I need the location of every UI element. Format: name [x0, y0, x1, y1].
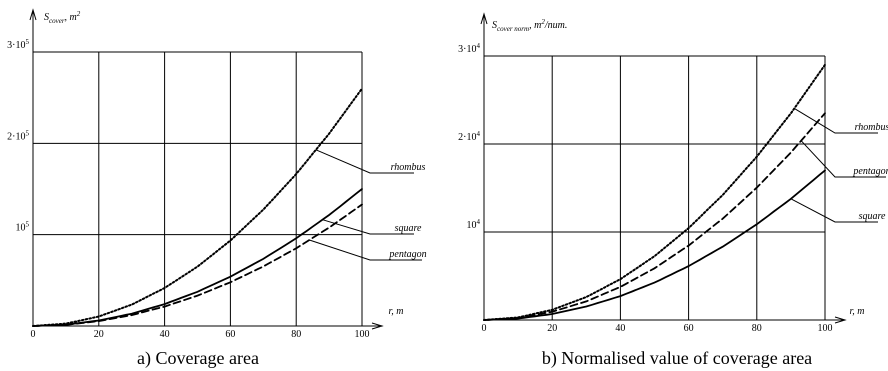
- y-tick-label: 105: [16, 221, 30, 234]
- y-axis-arrow: [29, 8, 37, 21]
- y-axis-arrow: [480, 12, 488, 25]
- series-line-pentagon: [483, 112, 826, 321]
- chart-caption: a) Coverage area: [137, 348, 259, 369]
- series-label-rhombus: rhombus: [855, 122, 888, 133]
- leader-line-pentagon: [309, 239, 422, 261]
- y-axis-label: Scover, m2: [44, 10, 81, 25]
- x-tick-label: 20: [547, 323, 557, 334]
- series-line-square: [32, 188, 363, 327]
- x-axis-arrow: [371, 322, 384, 330]
- x-axis-label: r, m: [388, 306, 403, 317]
- series-label-rhombus: rhombus: [391, 162, 426, 173]
- series-label-pentagon: pentagon: [388, 249, 426, 260]
- leader-line-square: [790, 198, 878, 223]
- x-tick-label: 80: [291, 329, 301, 340]
- series-label-square: square: [859, 211, 886, 222]
- chart-caption: b) Normalised value of coverage area: [542, 348, 812, 369]
- x-axis-arrow: [834, 316, 847, 324]
- y-tick-label: 3·104: [458, 42, 480, 55]
- x-tick-label: 100: [818, 323, 833, 334]
- leader-line-rhombus: [315, 149, 414, 174]
- x-tick-label: 100: [355, 329, 370, 340]
- x-tick-label: 60: [225, 329, 235, 340]
- series-line-pentagon: [32, 203, 363, 327]
- y-tick-label: 2·105: [7, 129, 29, 142]
- leader-line-square: [322, 219, 414, 235]
- x-tick-label: 80: [752, 323, 762, 334]
- y-axis-label: Scover norm, m2/num.: [492, 18, 567, 33]
- leader-line-rhombus: [794, 108, 878, 134]
- y-tick-label: 104: [467, 218, 481, 231]
- y-tick-label: 2·104: [458, 130, 480, 143]
- chart-2: 0 20 40 60 80 100 104 2·104 3·104 Scover norm, m2…: [458, 12, 888, 369]
- x-tick-label: 0: [482, 323, 487, 334]
- x-axis-label: r, m: [849, 306, 864, 317]
- series-line-rhombus: [32, 87, 363, 327]
- series-line-square: [483, 169, 826, 321]
- series-label-square: square: [395, 223, 422, 234]
- leader-line-pentagon: [800, 140, 886, 178]
- x-tick-label: 60: [684, 323, 694, 334]
- x-tick-label: 0: [31, 329, 36, 340]
- series-line-rhombus: [483, 63, 826, 321]
- x-tick-label: 20: [94, 329, 104, 340]
- chart-1: 0 20 40 60 80 100 105 2·105 3·105 Scover, m2 r, m r…: [7, 8, 427, 369]
- series-label-pentagon: pentagon: [852, 166, 888, 177]
- y-tick-label: 3·105: [7, 38, 29, 51]
- x-tick-label: 40: [160, 329, 170, 340]
- x-tick-label: 40: [615, 323, 625, 334]
